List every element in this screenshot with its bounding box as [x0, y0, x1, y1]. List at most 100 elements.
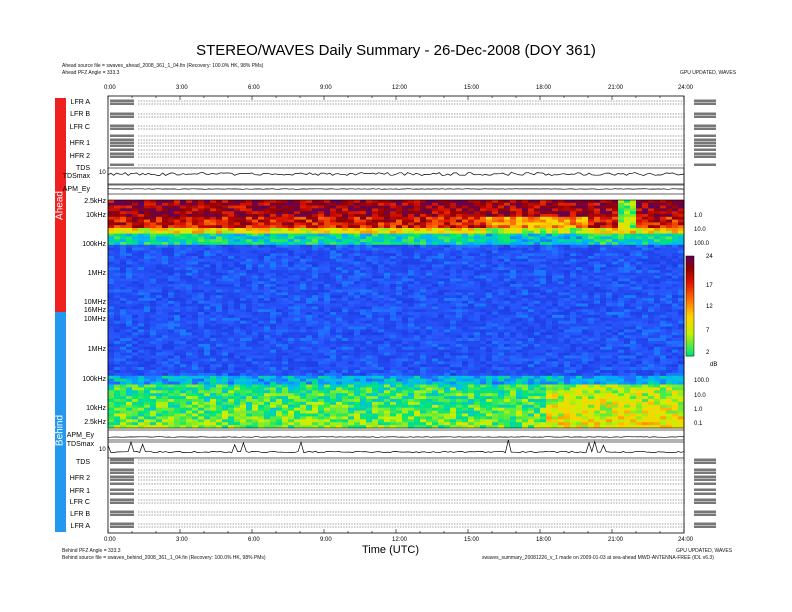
ahead-heat-cell: [534, 261, 541, 265]
behind-heat-cell: [156, 312, 163, 316]
ahead-heat-cell: [666, 284, 673, 288]
ahead-heat-cell: [150, 228, 157, 232]
ahead-heat-cell: [492, 281, 499, 285]
ahead-heat-cell: [432, 286, 439, 290]
ahead-heat-cell: [240, 242, 247, 246]
behind-heat-cell: [168, 410, 175, 414]
ahead-heat-cell: [354, 261, 361, 265]
behind-heat-cell: [210, 404, 217, 408]
behind-heat-cell: [240, 341, 247, 345]
ahead-heat-cell: [312, 230, 319, 234]
ahead-heat-cell: [282, 281, 289, 285]
ahead-heat-cell: [558, 233, 565, 237]
ahead-heat-cell: [624, 289, 631, 293]
ahead-heat-cell: [324, 211, 331, 215]
ahead-heat-cell: [252, 258, 259, 262]
ahead-heat-cell: [558, 236, 565, 240]
ahead-heat-cell: [216, 267, 223, 271]
ahead-heat-cell: [108, 214, 115, 218]
ahead-heat-cell: [468, 225, 475, 229]
behind-heat-cell: [210, 419, 217, 423]
ahead-heat-cell: [348, 298, 355, 302]
ahead-heat-cell: [108, 258, 115, 262]
ahead-heat-cell: [372, 272, 379, 276]
behind-heat-cell: [132, 355, 139, 359]
ahead-heat-cell: [216, 242, 223, 246]
behind-heat-cell: [222, 343, 229, 348]
ahead-heat-cell: [534, 205, 541, 209]
ahead-heat-cell: [126, 247, 133, 251]
ahead-heat-cell: [654, 253, 661, 257]
ahead-heat-cell: [390, 295, 397, 299]
ahead-heat-cell: [126, 281, 133, 285]
ahead-heat-cell: [162, 242, 169, 246]
ahead-heat-cell: [444, 244, 451, 248]
behind-heat-cell: [228, 364, 235, 368]
ahead-heat-cell: [174, 219, 181, 223]
ahead-heat-cell: [624, 300, 631, 304]
behind-heat-cell: [228, 335, 235, 339]
ahead-heat-cell: [570, 258, 577, 262]
ahead-heat-cell: [660, 278, 667, 282]
ahead-heat-cell: [162, 306, 169, 310]
ahead-heat-cell: [168, 272, 175, 276]
behind-heat-cell: [144, 312, 151, 316]
colorbar-unit: dB: [710, 362, 718, 368]
ahead-heat-cell: [546, 239, 553, 243]
behind-heat-cell: [108, 370, 115, 374]
ahead-heat-cell: [588, 222, 595, 226]
behind-heat-cell: [114, 338, 121, 342]
behind-heat-cell: [210, 329, 217, 333]
ahead-heat-cell: [192, 286, 199, 290]
ahead-heat-cell: [564, 214, 571, 218]
ahead-heat-cell: [294, 300, 301, 304]
ahead-heat-cell: [486, 202, 493, 206]
ahead-heat-cell: [402, 300, 409, 304]
ahead-heat-cell: [528, 242, 535, 246]
behind-heat-cell: [216, 312, 223, 316]
ahead-heat-cell: [408, 228, 415, 232]
ahead-heat-cell: [228, 284, 235, 288]
behind-heat-cell: [162, 329, 169, 333]
ahead-heat-cell: [564, 216, 571, 220]
behind-heat-cell: [246, 375, 253, 379]
ahead-heat-cell: [156, 219, 163, 223]
behind-heat-cell: [120, 410, 127, 414]
ahead-heat-cell: [216, 306, 223, 310]
behind-heat-cell: [210, 372, 217, 377]
ahead-heat-cell: [246, 208, 253, 212]
behind-heat-cell: [132, 407, 139, 411]
ahead-heat-cell: [558, 256, 565, 260]
ahead-heat-cell: [564, 208, 571, 212]
ahead-heat-cell: [270, 264, 277, 268]
ahead-heat-cell: [258, 247, 265, 251]
bottom-tick-label: 6:00: [248, 537, 260, 543]
ahead-heat-cell: [360, 219, 367, 223]
ahead-heat-cell: [210, 228, 217, 232]
ahead-heat-cell: [138, 289, 145, 293]
ahead-heat-cell: [522, 236, 529, 240]
behind-heat-cell: [216, 335, 223, 339]
behind-heat-cell: [114, 399, 121, 403]
ahead-heat-cell: [654, 211, 661, 215]
ahead-heat-cell: [330, 281, 337, 285]
behind-heat-cell: [186, 312, 193, 316]
ahead-heat-cell: [114, 300, 121, 304]
ahead-heat-cell: [462, 264, 469, 268]
ahead-heat-cell: [312, 278, 319, 282]
ahead-heat-cell: [600, 270, 607, 274]
ahead-heat-cell: [426, 208, 433, 212]
ahead-heat-cell: [234, 233, 241, 237]
ahead-heat-cell: [660, 306, 667, 310]
ahead-heat-cell: [540, 309, 547, 313]
ahead-heat-cell: [606, 300, 613, 304]
behind-heat-cell: [204, 407, 211, 411]
behind-heat-cell: [186, 396, 193, 400]
ahead-heat-cell: [648, 214, 655, 218]
behind-freq-label: 100kHz: [82, 376, 106, 383]
ahead-heat-cell: [570, 306, 577, 310]
ahead-heat-cell: [378, 278, 385, 282]
ahead-heat-cell: [288, 233, 295, 237]
ahead-heat-cell: [216, 219, 223, 223]
ahead-heat-cell: [360, 272, 367, 276]
